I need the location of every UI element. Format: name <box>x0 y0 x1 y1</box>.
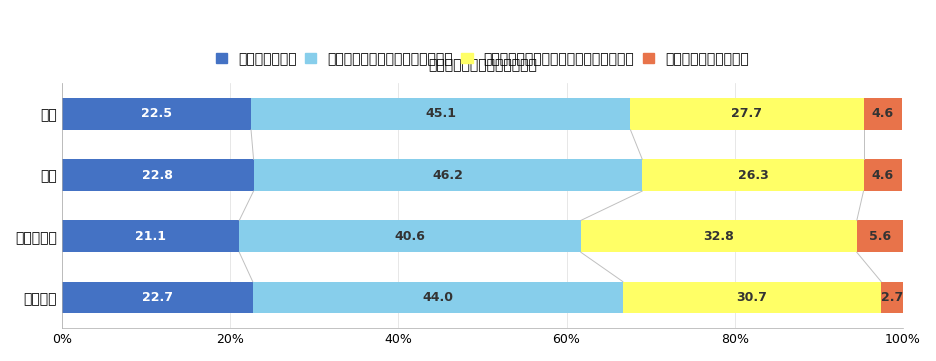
Bar <box>622 282 881 313</box>
Text: 22.5: 22.5 <box>141 108 172 121</box>
Text: 27.7: 27.7 <box>732 108 763 121</box>
Bar <box>62 98 251 130</box>
Bar <box>62 159 254 191</box>
Text: 45.1: 45.1 <box>425 108 456 121</box>
Bar <box>251 98 631 130</box>
Text: 32.8: 32.8 <box>704 230 734 243</box>
Text: 21.1: 21.1 <box>135 230 166 243</box>
Bar <box>864 98 902 130</box>
Text: 5.6: 5.6 <box>870 230 891 243</box>
Legend: 対面中心がよい, どちらかというと対面中心がよい, どちらかというとオンライン中心がよい, オンライン中心がよい: 対面中心がよい, どちらかというと対面中心がよい, どちらかというとオンライン中… <box>211 46 754 71</box>
Text: 30.7: 30.7 <box>737 291 768 304</box>
Text: 46.2: 46.2 <box>432 169 463 182</box>
Text: 4.6: 4.6 <box>871 108 894 121</box>
Bar <box>881 282 904 313</box>
Text: 2.7: 2.7 <box>882 291 903 304</box>
Text: 40.6: 40.6 <box>395 230 426 243</box>
Text: 22.7: 22.7 <box>141 291 173 304</box>
Bar <box>581 221 856 252</box>
Text: 26.3: 26.3 <box>738 169 768 182</box>
Bar <box>253 282 622 313</box>
Text: 4.6: 4.6 <box>871 169 894 182</box>
Bar <box>631 98 864 130</box>
Bar <box>62 221 240 252</box>
Bar <box>864 159 902 191</box>
Bar <box>240 221 581 252</box>
Text: 22.8: 22.8 <box>142 169 173 182</box>
Title: ＜望ましい就職活動の形式＞: ＜望ましい就職活動の形式＞ <box>428 58 537 73</box>
Bar <box>254 159 642 191</box>
Bar <box>642 159 864 191</box>
Bar <box>62 282 253 313</box>
Text: 44.0: 44.0 <box>422 291 453 304</box>
Bar <box>856 221 904 252</box>
